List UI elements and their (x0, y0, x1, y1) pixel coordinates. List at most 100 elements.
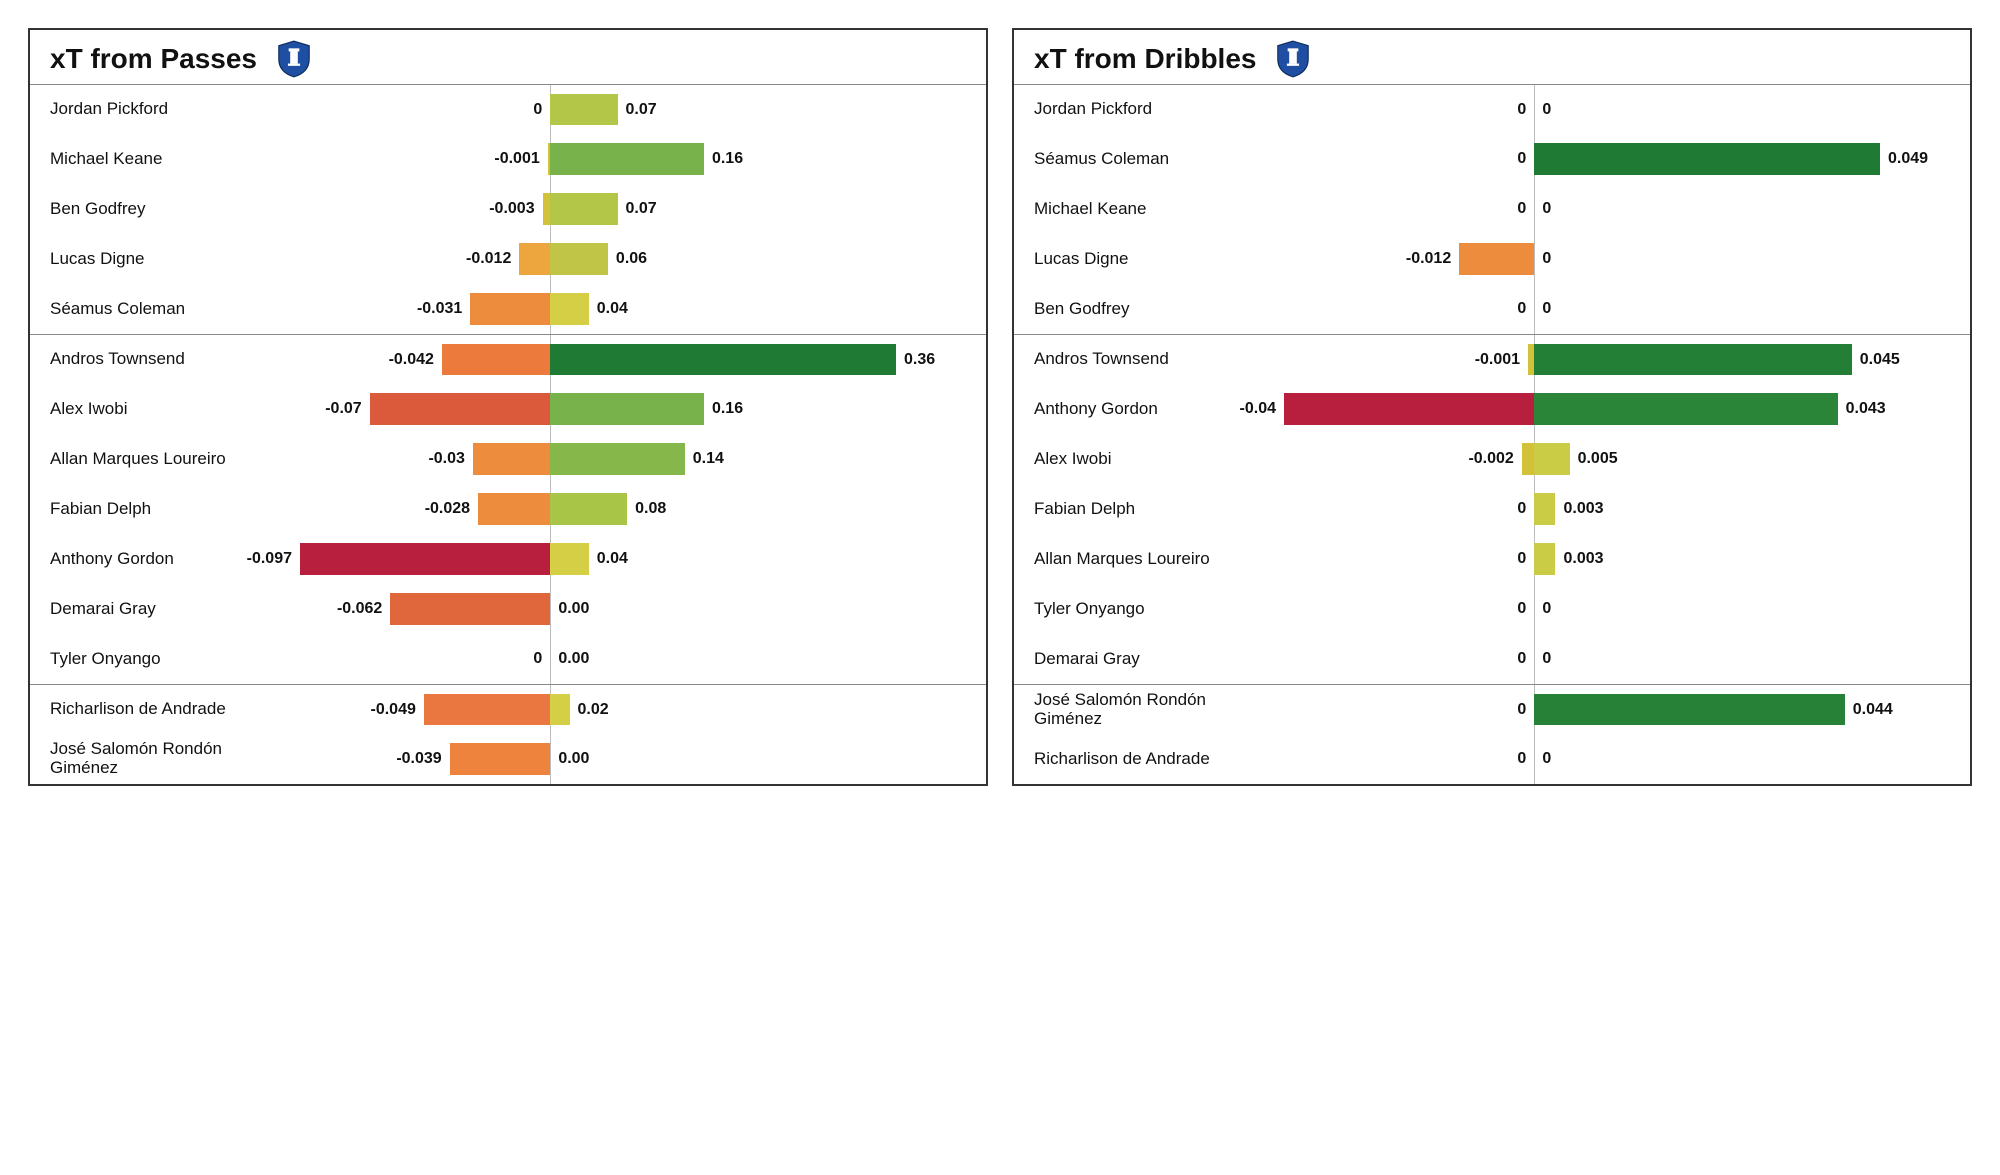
pos-bar (550, 143, 704, 175)
neg-value-label: -0.042 (389, 351, 434, 369)
bar-track: -0.0390.00 (300, 734, 896, 784)
neg-value-label: -0.031 (417, 300, 462, 318)
neg-value-label: -0.04 (1240, 400, 1276, 418)
bar-track: 00.044 (1284, 685, 1880, 734)
neg-bar (424, 694, 550, 725)
bar-track: -0.0010.16 (300, 134, 896, 184)
neg-bar (300, 543, 550, 575)
chart-row: José Salomón Rondón Giménez 00.044 (1014, 684, 1970, 734)
chart-row: Jordan Pickford00 (1014, 84, 1970, 134)
chart-row: Jordan Pickford00.07 (30, 84, 986, 134)
bar-track: 00 (1284, 634, 1880, 684)
pos-bar (550, 543, 588, 575)
player-name: Jordan Pickford (1034, 100, 1152, 119)
pos-bar (550, 243, 608, 275)
pos-value-label: 0.00 (558, 750, 589, 768)
chart-row: Séamus Coleman-0.0310.04 (30, 284, 986, 334)
axis-zero-line (550, 634, 551, 684)
pos-bar (1534, 694, 1844, 725)
chart-row: Séamus Coleman 0 0.049 (1014, 134, 1970, 184)
bar-track: -0.012 0.06 (300, 234, 896, 284)
neg-value-label: -0.028 (425, 500, 470, 518)
neg-value-label: -0.012 (1406, 250, 1451, 268)
neg-bar (543, 193, 551, 225)
pos-bar (550, 493, 627, 525)
player-name: Andros Townsend (50, 350, 185, 369)
neg-bar (1459, 243, 1534, 275)
neg-bar (519, 243, 550, 275)
bar-track: -0.0970.04 (300, 534, 896, 584)
chart-row: Andros Townsend-0.0010.045 (1014, 334, 1970, 384)
player-name: Alex Iwobi (50, 400, 127, 419)
bar-track: 00 (1284, 584, 1880, 634)
axis-zero-line (550, 734, 551, 784)
chart-row: Michael Keane-0.0010.16 (30, 134, 986, 184)
bar-track: -0.0010.045 (1284, 335, 1880, 384)
bar-track: 00.07 (300, 85, 896, 134)
neg-value-label: 0 (1517, 550, 1526, 568)
pos-value-label: 0.04 (597, 550, 628, 568)
player-name: Lucas Digne (1034, 250, 1129, 269)
pos-bar (1534, 393, 1837, 425)
bar-track: 00 (1284, 734, 1880, 784)
neg-value-label: 0 (1517, 200, 1526, 218)
pos-value-label: 0.06 (616, 250, 647, 268)
chart-row: Ben Godfrey-0.0030.07 (30, 184, 986, 234)
panel-title: xT from Dribbles (1034, 43, 1256, 75)
panel-header: xT from Dribbles (1014, 30, 1970, 84)
chart-row: Richarlison de Andrade00 (1014, 734, 1970, 784)
neg-value-label: 0 (1517, 600, 1526, 618)
axis-zero-line (1534, 234, 1535, 284)
player-name: Anthony Gordon (1034, 400, 1158, 419)
neg-value-label: 0 (1517, 150, 1526, 168)
neg-bar (370, 393, 551, 425)
pos-value-label: 0.003 (1563, 500, 1603, 518)
neg-value-label: 0 (1517, 650, 1526, 668)
player-name: Tyler Onyango (1034, 600, 1145, 619)
pos-value-label: 0.08 (635, 500, 666, 518)
player-name: Séamus Coleman (1034, 150, 1169, 169)
pos-value-label: 0.049 (1888, 150, 1928, 168)
axis-zero-line (1534, 85, 1535, 134)
pos-value-label: 0 (1542, 650, 1551, 668)
player-name: José Salomón Rondón Giménez (1034, 691, 1274, 728)
pos-bar (1534, 543, 1555, 575)
chart-row: Tyler Onyango00.00 (30, 634, 986, 684)
chart-row: Fabian Delph -0.028 0.08 (30, 484, 986, 534)
pos-bar (1534, 344, 1851, 375)
chart-row: Lucas Digne-0.0120 (1014, 234, 1970, 284)
pos-bar (1534, 493, 1555, 525)
bar-track: 00 (1284, 184, 1880, 234)
chart-row: Michael Keane00 (1014, 184, 1970, 234)
neg-value-label: -0.07 (325, 400, 361, 418)
axis-zero-line (1534, 584, 1535, 634)
neg-bar (390, 593, 550, 625)
player-name: Fabian Delph (1034, 500, 1135, 519)
pos-value-label: 0 (1542, 750, 1551, 768)
bar-track: -0.070.16 (300, 384, 896, 434)
axis-zero-line (1534, 634, 1535, 684)
pos-value-label: 0.005 (1578, 450, 1618, 468)
chart-panel: xT from Dribbles Jordan Pickford00Séamus… (1012, 28, 1972, 786)
player-name: Ben Godfrey (1034, 300, 1129, 319)
player-name: Fabian Delph (50, 500, 151, 519)
pos-bar (1534, 443, 1569, 475)
neg-value-label: -0.001 (1475, 351, 1520, 369)
player-name: Demarai Gray (1034, 650, 1140, 669)
player-name: Alex Iwobi (1034, 450, 1111, 469)
bar-track: -0.040.043 (1284, 384, 1880, 434)
pos-value-label: 0.043 (1846, 400, 1886, 418)
pos-value-label: 0 (1542, 600, 1551, 618)
player-name: Richarlison de Andrade (50, 700, 226, 719)
bar-track: -0.0030.07 (300, 184, 896, 234)
axis-zero-line (1534, 734, 1535, 784)
chart-row: Lucas Digne-0.0120.06 (30, 234, 986, 284)
neg-value-label: 0 (1517, 701, 1526, 719)
chart-row: Demarai Gray-0.0620.00 (30, 584, 986, 634)
pos-bar (550, 94, 617, 125)
neg-value-label: -0.03 (428, 450, 464, 468)
rows-container: Jordan Pickford00Séamus Coleman00.049Mic… (1014, 84, 1970, 784)
neg-value-label: -0.012 (466, 250, 511, 268)
club-crest-icon (1274, 40, 1312, 78)
chart-row: Allan Marques Loureiro00.003 (1014, 534, 1970, 584)
